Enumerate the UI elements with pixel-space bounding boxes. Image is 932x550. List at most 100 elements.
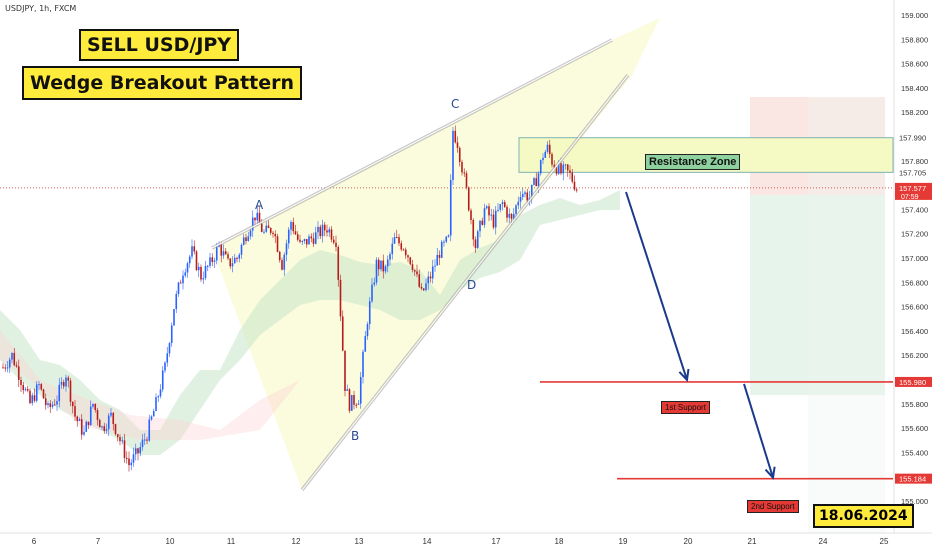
forecast-arrow-1 — [625, 191, 688, 381]
candle-body — [323, 224, 326, 231]
y-tick-label: 157.800 — [901, 157, 928, 166]
candle-body — [157, 396, 160, 398]
candle-body — [116, 434, 119, 438]
candle-body — [375, 259, 378, 283]
candle-body — [245, 237, 247, 241]
candle-body — [458, 147, 461, 162]
candle-body — [177, 282, 180, 294]
candle-body — [492, 214, 495, 228]
current-price-tag: 157.577 — [899, 184, 926, 193]
candle-body — [148, 419, 151, 441]
title-pattern: Wedge Breakout Pattern — [22, 66, 303, 100]
candle-body — [310, 236, 313, 239]
candle-body — [33, 395, 36, 401]
candle-body — [377, 259, 380, 270]
candle-body — [389, 254, 391, 260]
candle-body — [272, 232, 274, 235]
candle-body — [569, 170, 571, 173]
candle-body — [51, 404, 54, 407]
candle-body — [303, 239, 306, 242]
candle-body — [305, 239, 308, 245]
candle-body — [472, 219, 475, 240]
candle-body — [179, 282, 182, 284]
candle-body — [335, 242, 337, 248]
candle-body — [4, 367, 7, 369]
candle-body — [447, 235, 450, 237]
candle-body — [200, 266, 202, 280]
candle-body — [123, 440, 126, 458]
candle-body — [220, 244, 223, 256]
candle-body — [512, 213, 515, 219]
y-tick-label: 155.800 — [901, 400, 928, 409]
candle-body — [74, 406, 76, 417]
wedge-lower-line-inner — [301, 74, 629, 491]
candle-body — [69, 380, 72, 402]
candle-body — [85, 421, 88, 432]
candle-body — [233, 257, 236, 264]
x-tick-label: 17 — [492, 537, 501, 546]
candle-body — [436, 255, 439, 266]
x-tick-label: 18 — [555, 537, 564, 546]
candle-body — [461, 161, 463, 173]
candle-body — [427, 276, 430, 284]
candle-body — [78, 419, 81, 421]
candle-body — [429, 276, 432, 279]
candle-body — [62, 381, 65, 387]
candle-body — [125, 457, 128, 459]
support1-tag: 155.980 — [899, 378, 926, 387]
candle-body — [420, 286, 423, 289]
candle-body — [11, 352, 13, 360]
candle-body — [438, 255, 441, 258]
candle-body — [260, 223, 263, 232]
candle-body — [409, 257, 412, 265]
candle-body — [353, 395, 355, 405]
candle-body — [476, 231, 479, 248]
candle-body — [242, 237, 245, 245]
candle-body — [263, 231, 265, 233]
candle-body — [411, 264, 414, 270]
candle-body — [173, 309, 175, 326]
candle-body — [488, 206, 490, 216]
candle-body — [463, 172, 466, 174]
forecast-arrow-2 — [743, 383, 774, 478]
point-d-label: D — [467, 278, 477, 292]
candle-body — [341, 316, 344, 351]
candle-body — [555, 167, 558, 174]
candle-body — [494, 210, 497, 228]
candle-body — [452, 130, 454, 181]
support1-tag-bg — [895, 376, 932, 387]
candle-body — [256, 212, 259, 221]
candle-body — [191, 246, 193, 257]
candle-body — [58, 384, 61, 402]
candle-body — [521, 194, 524, 198]
candle-body — [229, 258, 232, 267]
candle-body — [89, 406, 92, 426]
candle-body — [87, 421, 90, 426]
candle-body — [533, 178, 535, 185]
candle-body — [524, 192, 526, 195]
candle-body — [231, 263, 234, 267]
title-sell: SELL USD/JPY — [79, 29, 240, 61]
candle-body — [553, 164, 556, 168]
candle-body — [76, 416, 79, 421]
candle-body — [161, 370, 164, 390]
candle-body — [2, 367, 4, 369]
candle-body — [152, 410, 155, 417]
candle-body — [515, 205, 517, 214]
x-tick-label: 12 — [292, 537, 301, 546]
candle-body — [312, 238, 315, 244]
candle-body — [470, 210, 472, 220]
candle-body — [440, 241, 443, 258]
candle-body — [337, 247, 340, 280]
candle-body — [467, 187, 470, 211]
candle-body — [40, 384, 43, 390]
candle-body — [314, 232, 317, 244]
x-tick-label: 20 — [684, 537, 693, 546]
candle-body — [141, 439, 144, 448]
x-tick-label: 19 — [619, 537, 628, 546]
candle-body — [575, 189, 578, 191]
candle-body — [56, 401, 58, 405]
candle-body — [519, 197, 522, 202]
x-tick-label: 10 — [166, 537, 175, 546]
y-tick-label: 158.400 — [901, 84, 928, 93]
